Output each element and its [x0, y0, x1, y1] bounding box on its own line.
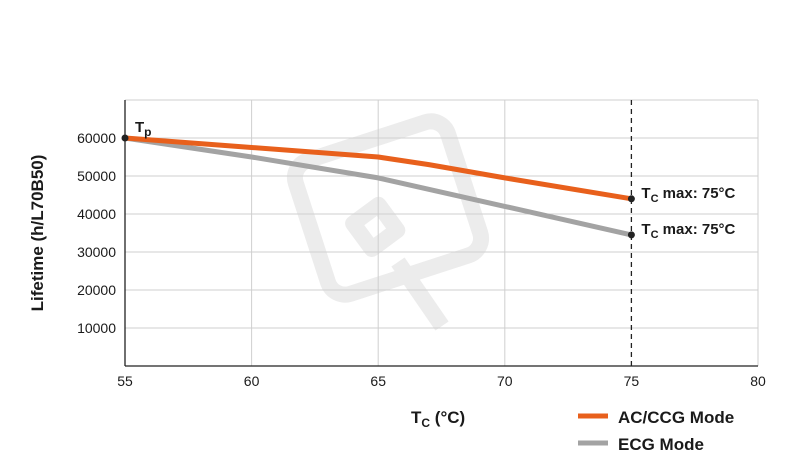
series-lines — [122, 135, 634, 238]
series-ecg-line — [122, 135, 634, 238]
x-tick-label: 75 — [624, 373, 640, 389]
legend-label-ac-ccg: AC/CCG Mode — [618, 408, 734, 427]
x-tick-label: 60 — [244, 373, 260, 389]
series-ac-ccg-line — [122, 135, 634, 202]
x-tick-label: 55 — [117, 373, 133, 389]
grid — [125, 99, 759, 366]
x-tick-label: 70 — [497, 373, 513, 389]
y-axis-title: Lifetime (h/L70B50) — [28, 155, 47, 312]
axes — [124, 100, 758, 367]
ac-ccg-end-point — [627, 195, 635, 203]
x-tick-labels: 55 60 65 70 75 80 — [117, 373, 766, 389]
y-tick-label: 50000 — [77, 168, 116, 184]
ecg-end-point — [627, 231, 635, 239]
watermark-logo — [286, 113, 490, 331]
tc-max-label-ecg: TC max: 75°C — [641, 221, 735, 241]
y-tick-label: 60000 — [77, 130, 116, 146]
tp-point — [121, 134, 129, 142]
y-tick-label: 20000 — [77, 282, 116, 298]
legend-label-ecg: ECG Mode — [618, 435, 704, 454]
y-tick-label: 30000 — [77, 244, 116, 260]
y-tick-label: 40000 — [77, 206, 116, 222]
x-tick-label: 80 — [750, 373, 766, 389]
x-tick-label: 65 — [370, 373, 386, 389]
annotations: Tp TC max: 75°C TC max: 75°C — [121, 119, 736, 241]
x-axis-title: TC (°C) — [411, 408, 465, 430]
y-tick-label: 10000 — [77, 320, 116, 336]
tc-max-label-ac-ccg: TC max: 75°C — [641, 185, 735, 205]
tp-label: Tp — [135, 119, 152, 139]
y-tick-labels: 10000 20000 30000 40000 50000 60000 — [77, 130, 116, 336]
legend: AC/CCG Mode ECG Mode — [578, 408, 734, 454]
